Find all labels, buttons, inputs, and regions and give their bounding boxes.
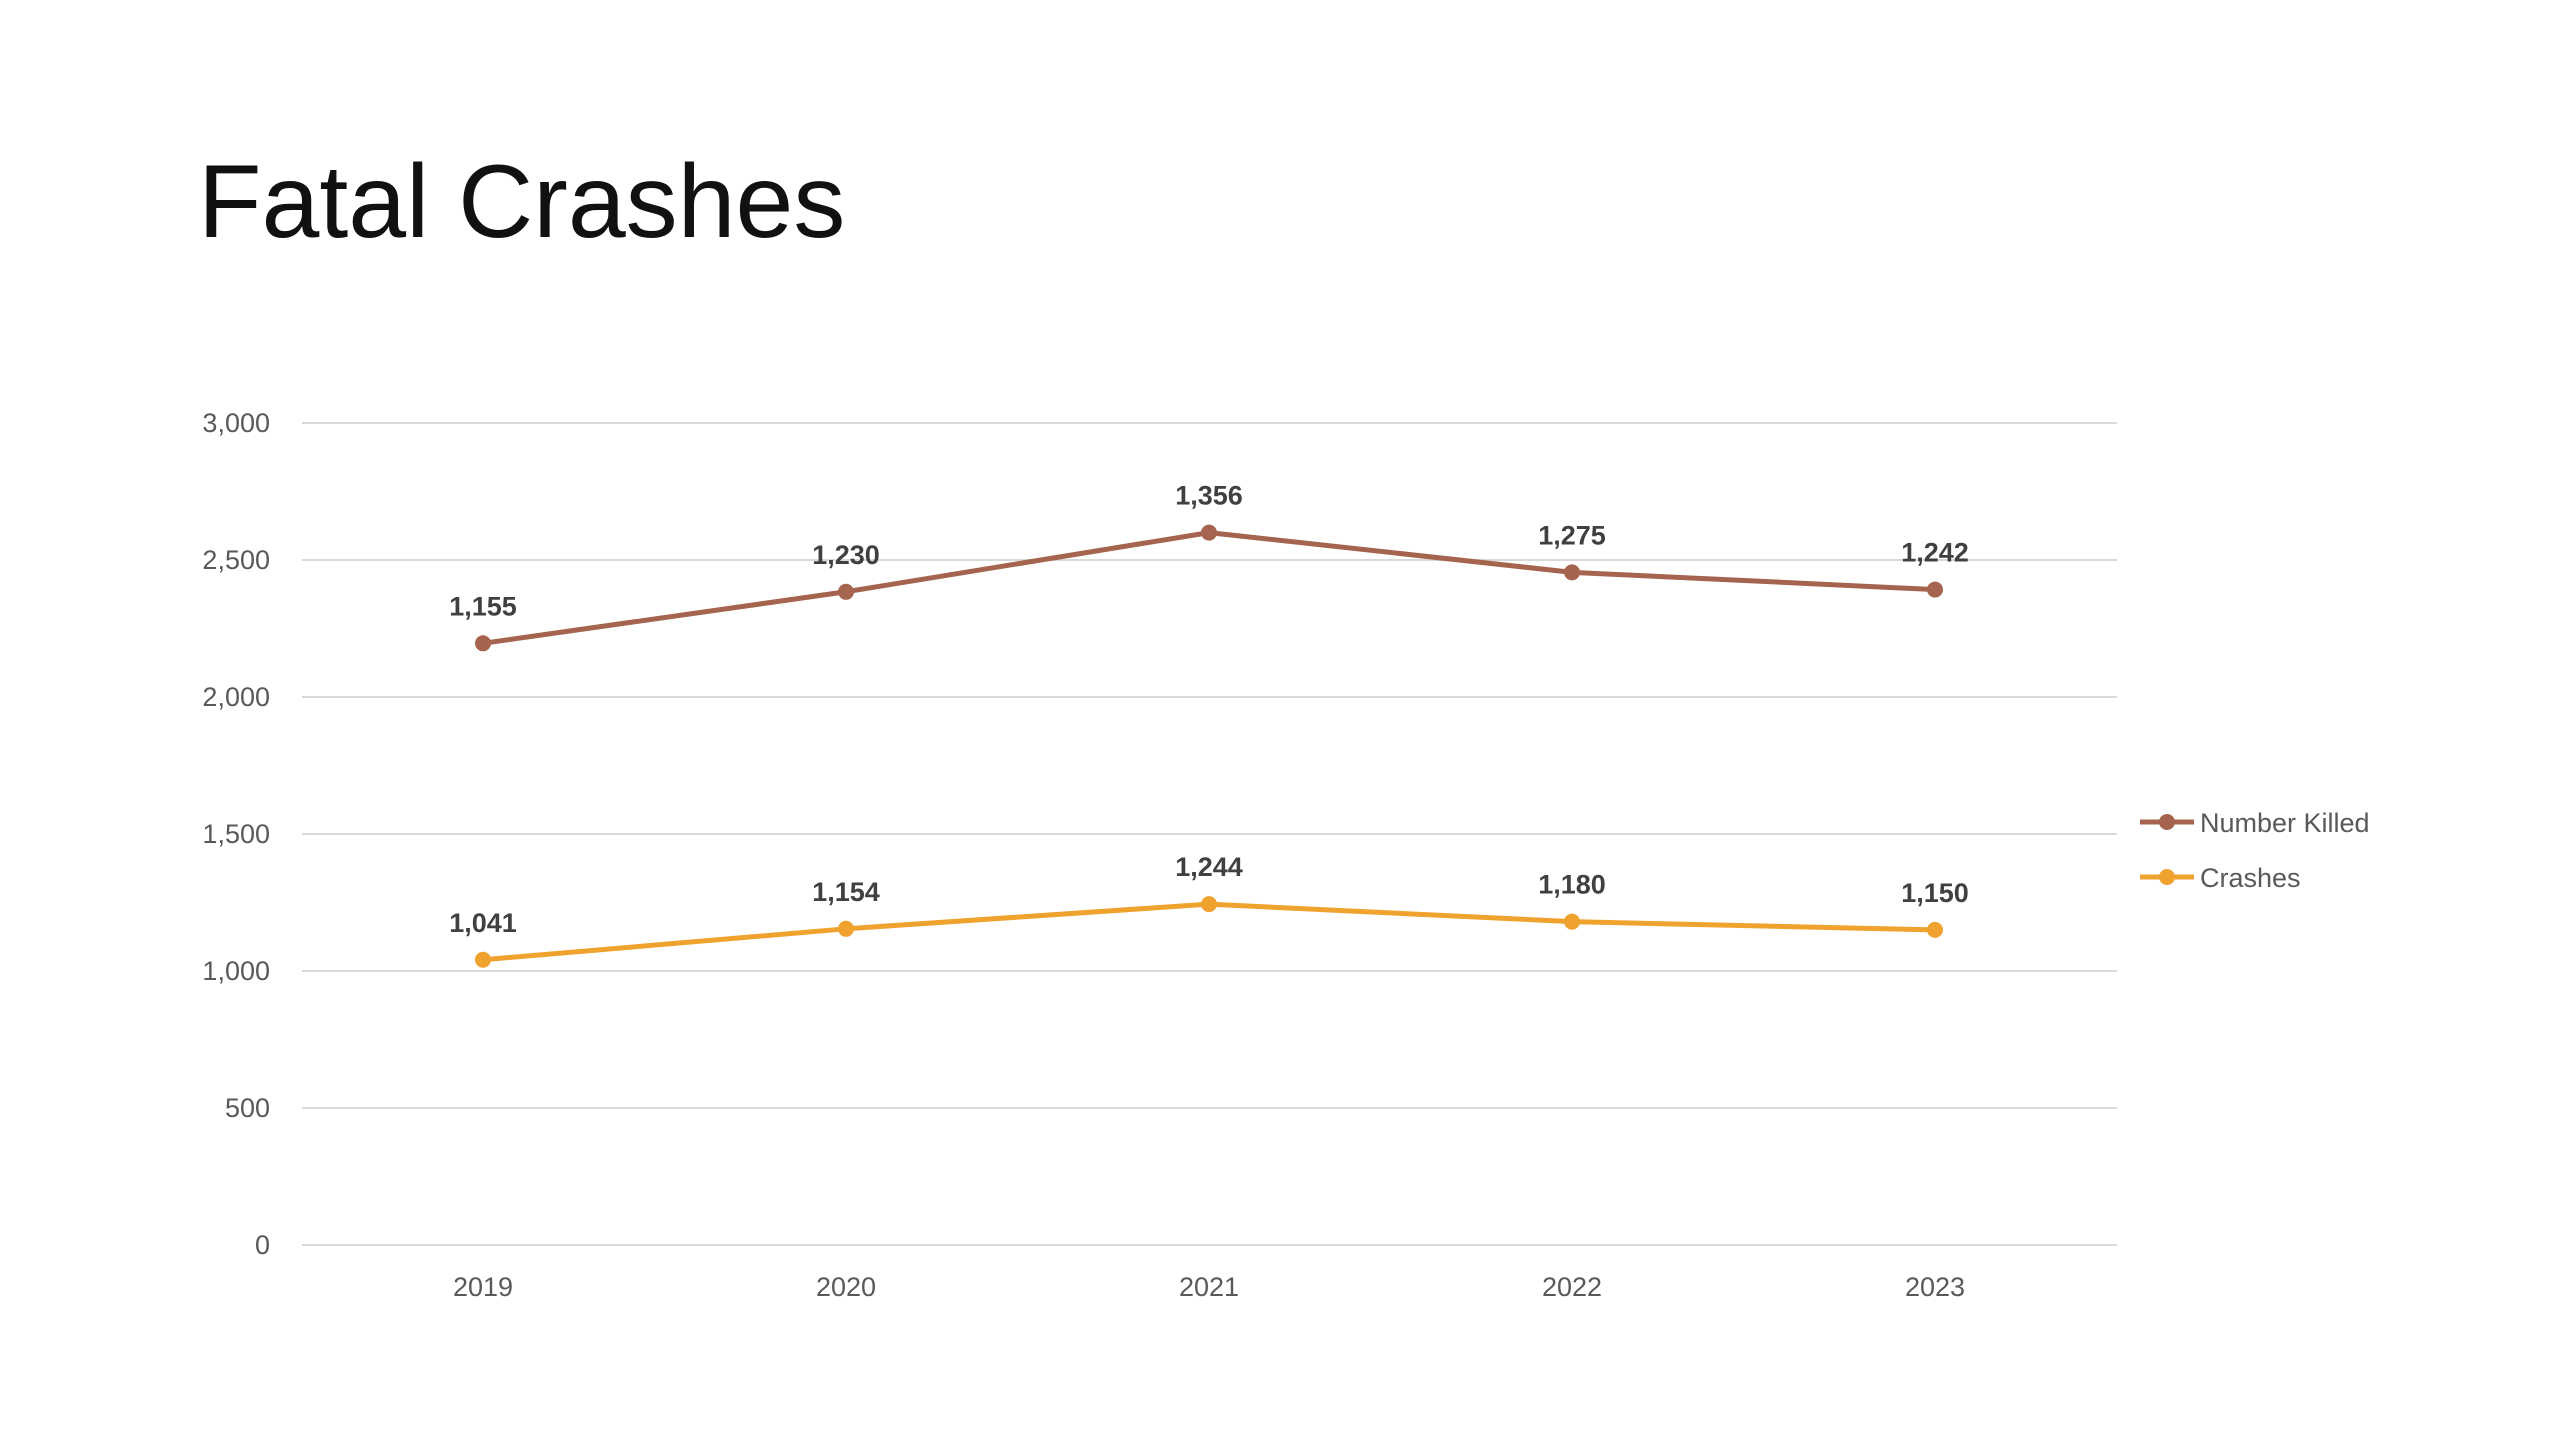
data-point (1201, 524, 1217, 541)
data-label: 1,275 (1538, 520, 1606, 550)
data-label: 1,041 (449, 908, 517, 938)
x-tick-label: 2021 (1179, 1272, 1239, 1302)
data-point (1927, 581, 1943, 598)
y-tick-label: 2,500 (202, 545, 270, 575)
data-point (1927, 921, 1943, 938)
y-axis-tick-labels: 0 500 1,000 1,500 2,000 2,500 3,000 (202, 408, 270, 1260)
slide-title: Fatal Crashes (198, 144, 846, 260)
data-label: 1,230 (812, 540, 880, 570)
data-point (475, 635, 491, 652)
legend-label: Number Killed (2200, 808, 2370, 838)
data-label: 1,180 (1538, 870, 1606, 900)
legend-label: Crashes (2200, 863, 2301, 893)
x-tick-label: 2019 (453, 1272, 513, 1302)
data-label: 1,155 (449, 591, 517, 621)
x-axis-tick-labels: 2019 2020 2021 2022 2023 (453, 1272, 1965, 1302)
data-label: 1,150 (1901, 878, 1969, 908)
data-point (475, 951, 491, 968)
data-point (1564, 564, 1580, 581)
data-label: 1,242 (1901, 538, 1969, 568)
data-label: 1,244 (1175, 852, 1243, 882)
y-tick-label: 3,000 (202, 408, 270, 438)
data-label: 1,154 (812, 877, 880, 907)
series-line-crashes (480, 901, 1938, 963)
gridlines (302, 422, 2117, 1246)
data-labels: 1,041 1,154 1,244 1,180 1,150 1,155 1,230 1,356… (449, 481, 1969, 938)
y-tick-label: 500 (225, 1093, 270, 1123)
y-tick-label: 1,000 (202, 956, 270, 986)
data-point (838, 920, 854, 937)
y-tick-label: 0 (255, 1230, 270, 1260)
legend: Number Killed Crashes (2140, 808, 2370, 893)
legend-marker (2159, 869, 2175, 885)
y-tick-label: 1,500 (202, 819, 270, 849)
data-point (1201, 896, 1217, 913)
data-label: 1,356 (1175, 481, 1243, 511)
x-tick-label: 2023 (1905, 1272, 1965, 1302)
y-tick-label: 2,000 (202, 682, 270, 712)
series-lines (475, 524, 1943, 968)
x-tick-label: 2022 (1542, 1272, 1602, 1302)
data-point (838, 583, 854, 600)
series-line-number-killed (480, 530, 1938, 646)
data-point (1564, 913, 1580, 930)
x-tick-label: 2020 (816, 1272, 876, 1302)
legend-marker (2159, 814, 2175, 830)
